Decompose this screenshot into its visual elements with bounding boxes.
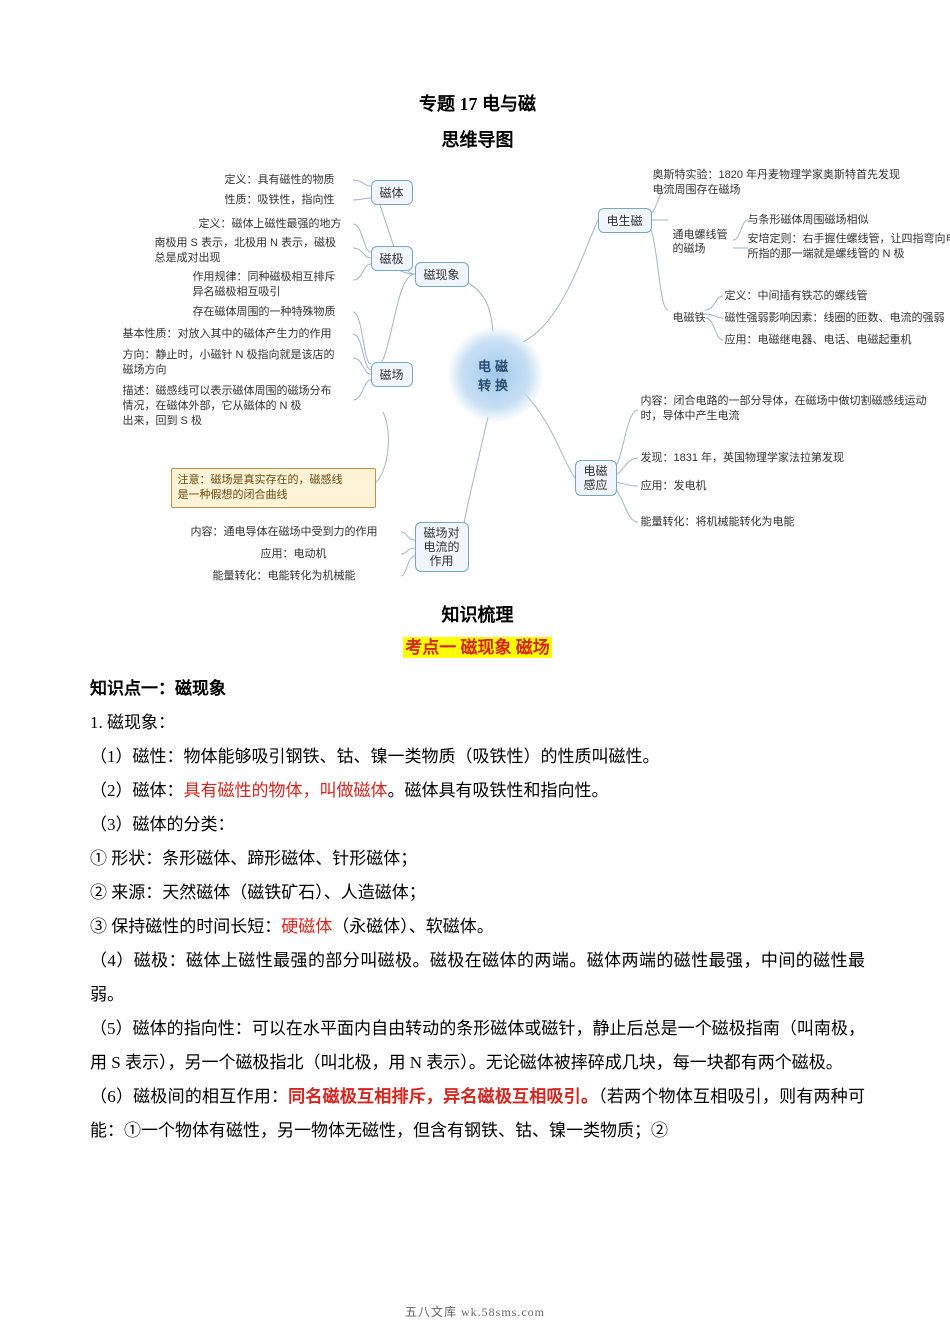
pill-dianciganying: 电磁感应 (575, 460, 617, 496)
pill-dianshengci: 电生磁 (598, 208, 652, 233)
center-line2: 转换 (478, 375, 512, 394)
para-6-red: 同名磁极互相排斥，异名磁极互相吸引。 (288, 1087, 598, 1106)
right-item-1: 与条形磁体周围磁场相似 (748, 212, 869, 228)
pill-cixianxiang: 磁现象 (415, 262, 469, 287)
para-2-red: 具有磁性的物体，叫做磁体 (184, 781, 388, 800)
left-item-11: 能量转化：电能转化为机械能 (213, 568, 356, 584)
para-2-post: 。磁体具有吸铁性和指向性。 (388, 781, 609, 800)
section-title: 知识梳理 (90, 601, 865, 627)
right-item-6: 内容：闭合电路的一部分导体，在磁场中做切割磁感线运动时，导体中产生电流 (641, 394, 941, 424)
para-6-pre: （6）磁极间的相互作用： (90, 1087, 288, 1106)
right-item-3: 定义：中间插有铁芯的螺线管 (725, 288, 868, 304)
left-item-10: 应用：电动机 (261, 546, 327, 562)
para-3a: ① 形状：条形磁体、蹄形磁体、针形磁体； (90, 849, 417, 868)
line-1: 1. 磁现象： (90, 713, 175, 732)
para-3b: ② 来源：天然磁体（磁铁矿石）、人造磁体； (90, 883, 426, 902)
right-item-2-pre: 通电螺线管的磁场 (673, 228, 728, 256)
right-item-4: 磁性强弱影响因素：线圈的匝数、电流的强弱 (725, 310, 945, 326)
pill-ciji: 磁极 (371, 246, 413, 271)
para-2-pre: （2）磁体： (90, 781, 184, 800)
pill-cichang: 磁场 (371, 362, 413, 387)
doc-title-2: 思维导图 (90, 126, 865, 152)
right-item-7: 发现：1831 年，英国物理学家法拉第发现 (641, 450, 845, 466)
doc-title-1: 专题 17 电与磁 (90, 90, 865, 116)
note-box: 注意：磁场是真实存在的，磁感线是一种假想的闭合曲线 (171, 468, 376, 508)
left-item-7: 方向：静止时，小磁针 N 极指向就是该店的磁场方向 (123, 348, 335, 378)
left-item-5: 存在磁体周围的一种特殊物质 (193, 304, 336, 320)
mind-map-diagram: 电磁 转换 磁体 磁极 磁现象 磁场 电生磁 电磁感应 磁场对电流的作用 注意：… (93, 162, 863, 587)
para-3: （3）磁体的分类： (90, 815, 235, 834)
right-item-5: 应用：电磁继电器、电话、电磁起重机 (725, 332, 912, 348)
left-item-4: 作用规律：同种磁极相互排斥异名磁极相互吸引 (193, 270, 336, 300)
left-item-3: 南极用 S 表示，北极用 N 表示，磁极总是成对出现 (155, 236, 337, 266)
pill-ccdl: 磁场对电流的作用 (415, 522, 469, 572)
center-line1: 电磁 (478, 356, 512, 375)
left-item-1: 性质：吸铁性，指向性 (225, 192, 335, 208)
left-item-9: 内容：通电导体在磁场中受到力的作用 (191, 524, 378, 540)
left-item-0: 定义：具有磁性的物质 (225, 172, 335, 188)
para-3c-red: 硬磁体 (281, 917, 332, 936)
right-item-2: 安培定则：右手握住螺线管，让四指弯向电流方向，则大拇指所指的那一端就是螺线管的 … (748, 232, 950, 262)
left-item-6: 基本性质：对放入其中的磁体产生力的作用 (123, 326, 332, 342)
left-item-8: 描述：磁感线可以表示磁体周围的磁场分布情况，在磁体外部，它从磁体的 N 极出来，… (123, 384, 332, 429)
para-3c-post: （永磁体）、软磁体。 (332, 917, 494, 936)
diagram-center: 电磁 转换 (448, 327, 543, 422)
para-5: （5）磁体的指向性：可以在水平面内自由转动的条形磁体或磁针，静止后总是一个磁极指… (90, 1019, 865, 1072)
right-item-4-pre: 电磁铁 (673, 310, 706, 326)
exam-point: 考点一 磁现象 磁场 (90, 633, 865, 658)
para-1: （1）磁性：物体能够吸引钢铁、钴、镍一类物质（吸铁性）的性质叫磁性。 (90, 747, 660, 766)
para-4: （4）磁极：磁体上磁性最强的部分叫磁极。磁极在磁体的两端。磁体两端的磁性最强，中… (90, 951, 865, 1004)
para-3c-pre: ③ 保持磁性的时间长短： (90, 917, 281, 936)
kp-heading: 知识点一：磁现象 (90, 679, 226, 698)
exam-point-highlight: 考点一 磁现象 磁场 (403, 637, 552, 658)
right-item-0: 奥斯特实验：1820 年丹麦物理学家奥斯特首先发现电流周围存在磁场 (653, 168, 901, 198)
pill-citi: 磁体 (371, 180, 413, 205)
left-item-2: 定义：磁体上磁性最强的地方 (199, 216, 342, 232)
right-item-9: 能量转化：将机械能转化为电能 (641, 514, 795, 530)
right-item-8: 应用：发电机 (641, 478, 707, 494)
page-footer: 五八文库 wk.58sms.com (0, 1303, 950, 1320)
